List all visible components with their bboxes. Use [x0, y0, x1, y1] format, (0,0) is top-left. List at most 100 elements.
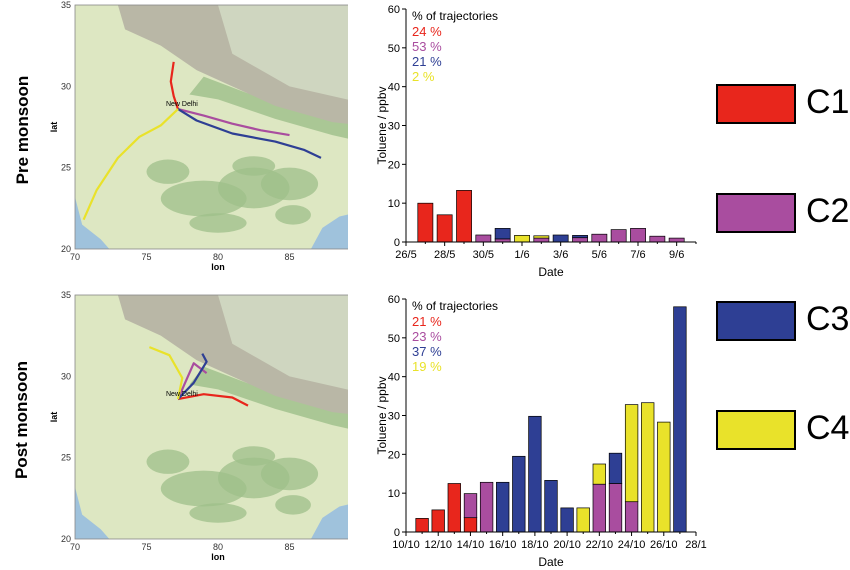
x-tick-label: 24/10 — [618, 539, 646, 551]
bar-c2 — [649, 235, 666, 243]
trajectory-c2 — [176, 362, 208, 400]
forest-patch — [275, 205, 311, 225]
bar-c2 — [572, 237, 588, 243]
bar-c3 — [560, 507, 574, 533]
trajectory-c3 — [177, 353, 208, 400]
trajectory-map-post-monsoon: New Delhi707580859020253035lonlat — [49, 290, 348, 562]
forest-patch — [232, 156, 276, 176]
x-tick-label: 80 — [213, 542, 223, 552]
percent-c4: 2 % — [412, 69, 435, 84]
tibetan-plateau — [218, 295, 348, 390]
x-axis-label: Date — [538, 265, 564, 279]
y-axis-label: lat — [49, 412, 59, 423]
bar-c4 — [576, 507, 590, 533]
arabian-sea — [75, 486, 110, 539]
tibetan-plateau — [218, 5, 348, 100]
forest-patch — [189, 503, 247, 523]
forest-patch — [146, 449, 190, 474]
x-tick-label: 28/1 — [685, 539, 706, 551]
himalayan-foothills — [189, 366, 348, 429]
x-tick-label: 30/5 — [473, 249, 494, 261]
bar-c4 — [514, 235, 530, 243]
bar-c2 — [475, 234, 492, 243]
percent-c4: 19 % — [412, 359, 442, 374]
x-tick-label: 80 — [213, 252, 223, 262]
x-tick-label: 85 — [284, 542, 294, 552]
bar-c2 — [610, 229, 627, 243]
bar-c1 — [415, 518, 429, 533]
x-tick-label: 70 — [70, 542, 80, 552]
y-tick-label: 35 — [61, 290, 71, 300]
y-tick-label: 20 — [61, 244, 71, 254]
y-tick-label: 20 — [388, 159, 400, 171]
bar-c3 — [608, 452, 623, 484]
x-tick-label: 3/6 — [553, 249, 568, 261]
bay-of-bengal — [310, 504, 348, 539]
x-tick-label: 7/6 — [630, 249, 645, 261]
y-tick-label: 20 — [61, 534, 71, 544]
row-label-pre-monsoon: Pre monsoon — [13, 75, 32, 185]
legend-swatch-c1 — [716, 84, 796, 124]
bar-c4 — [657, 421, 671, 533]
x-tick-label: 9/6 — [669, 249, 684, 261]
trajectory-map-pre-monsoon: New Delhi70758085920253035lonlat — [49, 0, 348, 270]
legend-swatch-c2 — [716, 193, 796, 233]
bar-c2 — [592, 483, 606, 533]
x-tick-label: 75 — [141, 252, 151, 262]
percent-c1: 21 % — [412, 314, 442, 329]
bar-c2 — [479, 481, 494, 533]
y-tick-label: 35 — [61, 0, 71, 10]
map-frame — [74, 294, 348, 540]
percent-c2: 53 % — [412, 39, 442, 54]
bar-c3 — [528, 415, 542, 533]
percent-c1: 24 % — [412, 24, 442, 39]
forest-patch — [260, 457, 319, 491]
x-tick-label: 18/10 — [521, 539, 549, 551]
trajectory-c2 — [177, 108, 290, 137]
bar-c2 — [630, 228, 646, 243]
legend-label-c2: C2 — [806, 192, 850, 230]
bar-c2 — [591, 233, 608, 243]
bar-c2 — [608, 483, 623, 533]
legend-label-c4: C4 — [806, 409, 850, 447]
x-tick-label: 85 — [284, 252, 294, 262]
bar-c4 — [592, 463, 606, 485]
forest-patch — [232, 446, 276, 466]
x-tick-label: 14/10 — [457, 539, 485, 551]
map-background — [75, 295, 348, 539]
x-tick-label: 26/10 — [650, 539, 678, 551]
y-tick-label: 40 — [388, 372, 400, 384]
y-tick-label: 30 — [388, 121, 400, 133]
bar-c1 — [431, 509, 445, 533]
bar-c3 — [494, 228, 511, 240]
bar-c1 — [456, 190, 472, 243]
x-tick-label: 22/10 — [586, 539, 614, 551]
y-axis-label: Toluene / ppbv — [375, 376, 389, 454]
forest-patch — [275, 495, 311, 515]
legend-swatch-c3 — [716, 301, 796, 341]
y-tick-label: 40 — [388, 82, 400, 94]
x-axis-label: lon — [211, 262, 225, 270]
y-axis-label: Toluene / ppbv — [375, 86, 389, 164]
percent-title: % of trajectories — [412, 9, 498, 23]
bay-of-bengal — [310, 214, 348, 249]
percent-c2: 23 % — [412, 329, 442, 344]
bar-c3 — [496, 481, 510, 533]
y-tick-label: 0 — [394, 237, 400, 249]
y-tick-label: 50 — [388, 333, 400, 345]
bar-c4 — [533, 235, 550, 239]
city-label: New Delhi — [166, 391, 198, 398]
x-axis-label: Date — [538, 555, 564, 569]
arabian-sea — [75, 196, 110, 249]
trajectory-c4 — [82, 108, 179, 221]
himalayan-foothills — [189, 76, 348, 139]
bar-c3 — [572, 235, 588, 239]
bar-c1 — [463, 517, 478, 533]
forest-patch — [189, 213, 247, 233]
legend-label-c1: C1 — [806, 83, 850, 121]
y-tick-label: 60 — [388, 4, 400, 16]
bar-c1 — [447, 483, 461, 533]
y-tick-label: 30 — [388, 411, 400, 423]
bar-c3 — [552, 234, 569, 243]
y-tick-label: 10 — [388, 198, 400, 210]
